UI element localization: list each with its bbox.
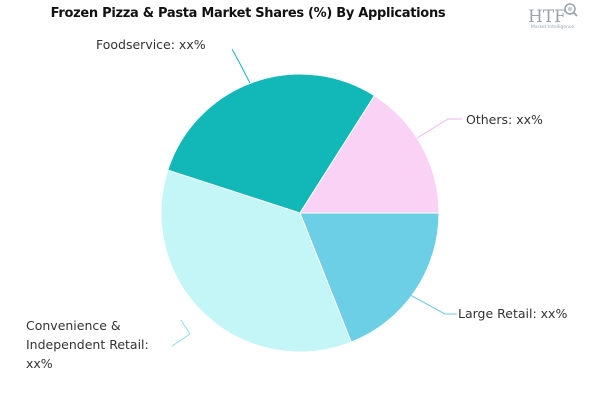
slice-label: Large Retail: xx% xyxy=(458,306,567,321)
logo-text: HTF xyxy=(528,7,566,27)
brand-logo: HTF Market Intelligence xyxy=(528,3,578,30)
pie-slice xyxy=(299,94,440,214)
pie-slice xyxy=(167,73,376,214)
slice-label-line: Large Retail: xx% xyxy=(458,306,567,321)
slice-label: Convenience & Independent Retail: xx% xyxy=(26,318,149,371)
slice-label-line: Convenience & xyxy=(26,318,121,333)
slice-labels: Large Retail: xx% Convenience & Independen… xyxy=(26,37,567,371)
pie-slice xyxy=(299,212,440,343)
leader-line xyxy=(171,319,191,347)
logo-subtext: Market Intelligence xyxy=(531,24,574,30)
slice-label-line: xx% xyxy=(26,356,53,371)
pie-slice xyxy=(160,169,352,353)
slice-label: Others: xx% xyxy=(466,112,543,127)
leader-line xyxy=(416,118,462,139)
slice-label: Foodservice: xx% xyxy=(96,37,206,52)
leader-line xyxy=(400,289,457,315)
leader-line xyxy=(231,48,251,84)
slice-label-line: Others: xx% xyxy=(466,112,543,127)
magnifier-icon xyxy=(564,3,578,17)
chart-title: Frozen Pizza & Pasta Market Shares (%) B… xyxy=(51,6,446,21)
slice-label-line: Foodservice: xx% xyxy=(96,37,206,52)
pie-slices xyxy=(160,73,440,353)
slice-label-line: Independent Retail: xyxy=(26,337,149,352)
leader-lines xyxy=(171,48,462,347)
